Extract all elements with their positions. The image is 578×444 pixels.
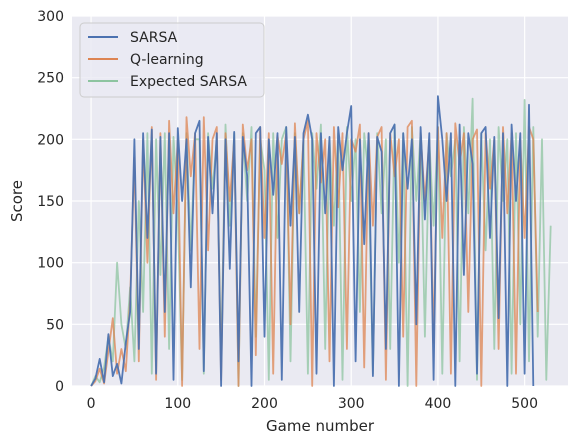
legend: SARSA Q-learning Expected SARSA xyxy=(79,22,265,98)
y-tick-label: 250 xyxy=(37,71,64,87)
legend-label: SARSA xyxy=(130,30,178,46)
y-tick-label: 0 xyxy=(55,379,64,395)
y-tick-label: 200 xyxy=(37,132,64,148)
legend-label: Q-learning xyxy=(130,52,204,68)
y-axis-ticks: 0 50 100 150 200 250 300 xyxy=(37,9,64,395)
x-tick-label: 300 xyxy=(338,396,365,412)
x-tick-label: 0 xyxy=(87,396,96,412)
series-lines xyxy=(90,95,552,387)
y-tick-label: 150 xyxy=(37,194,64,210)
legend-box xyxy=(79,22,265,98)
x-tick-label: 100 xyxy=(164,396,191,412)
y-tick-label: 50 xyxy=(46,317,64,333)
x-tick-label: 500 xyxy=(511,396,538,412)
series-line-sarsa xyxy=(90,95,535,387)
x-tick-label: 400 xyxy=(425,396,452,412)
x-axis-ticks: 0 100 200 300 400 500 xyxy=(87,396,538,412)
y-tick-label: 300 xyxy=(37,9,64,25)
x-tick-label: 200 xyxy=(251,396,278,412)
y-tick-label: 100 xyxy=(37,256,64,272)
x-axis-label: Game number xyxy=(266,417,375,435)
y-axis-label: Score xyxy=(8,180,26,222)
legend-label: Expected SARSA xyxy=(130,74,247,90)
